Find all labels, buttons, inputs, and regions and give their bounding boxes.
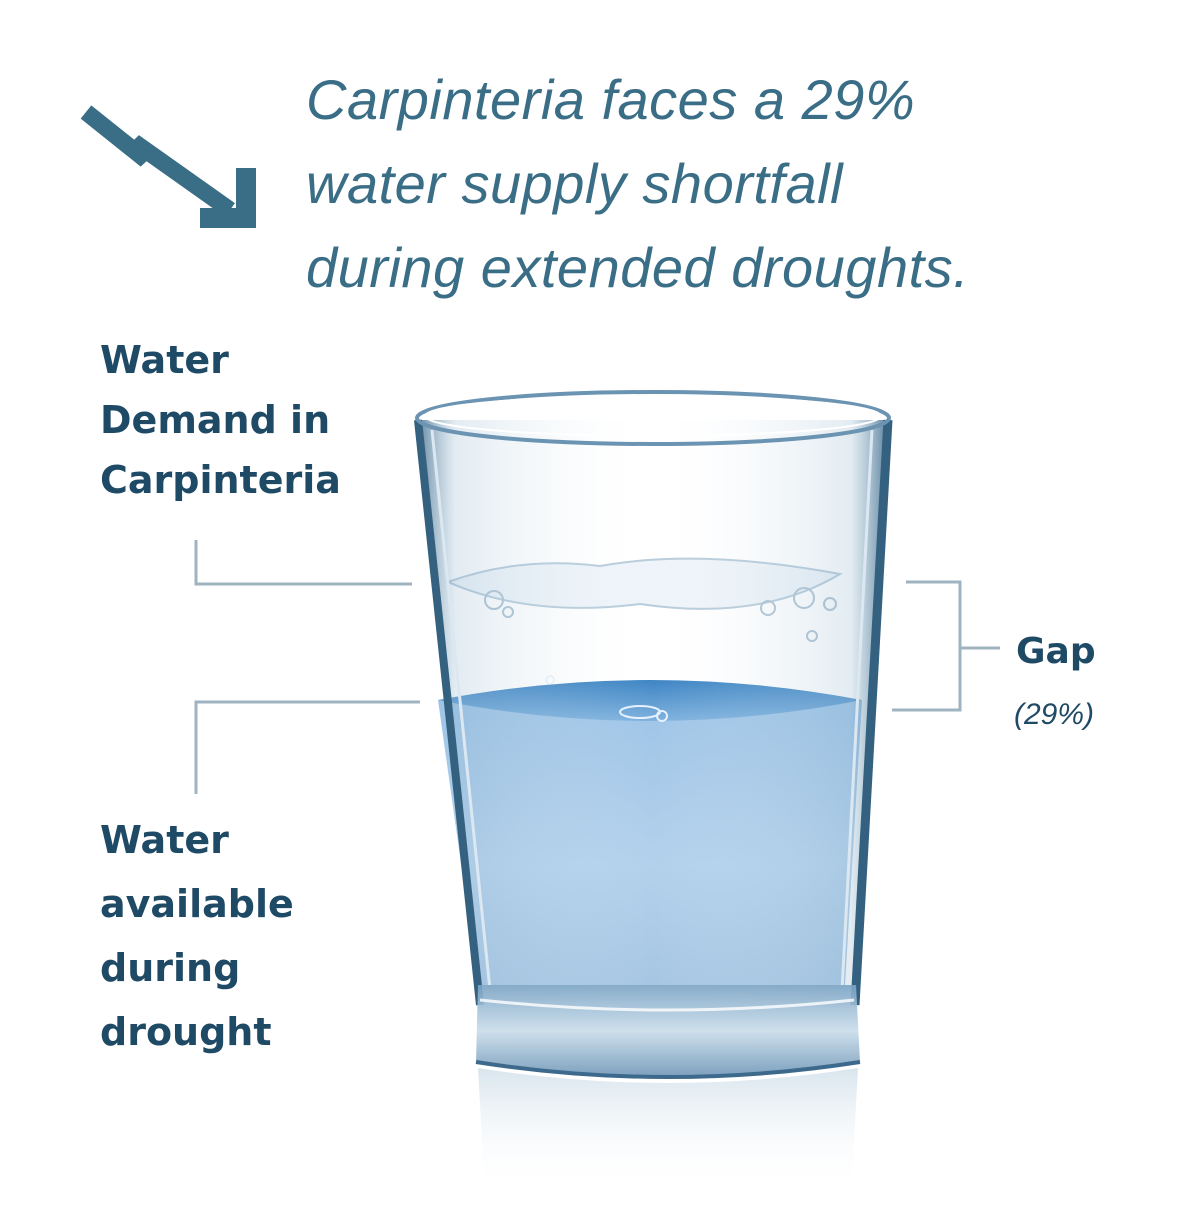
gap-bracket (892, 580, 962, 712)
label-line: Demand in (100, 398, 331, 442)
glass-rim (415, 390, 891, 446)
headline-line: during extended droughts. (306, 236, 970, 299)
label-line: available (100, 882, 294, 926)
trend-down-arrow-icon (80, 105, 256, 228)
gap-percent: (29%) (1014, 698, 1095, 731)
label-line: Water (100, 818, 229, 862)
label-line: drought (100, 1010, 272, 1054)
gap-label: Gap (1016, 631, 1096, 672)
label-line: Carpinteria (100, 458, 341, 502)
glass-base (476, 985, 860, 1077)
water-available-label: Water available during drought (100, 808, 294, 1064)
headline-line: water supply shortfall (306, 152, 844, 215)
glass-reflection (478, 1068, 858, 1190)
available-leader-line (194, 700, 420, 794)
water-demand-label: Water Demand in Carpinteria (100, 330, 341, 510)
glass-body (418, 420, 888, 1005)
label-line: during (100, 946, 241, 990)
headline: Carpinteria faces a 29% water supply sho… (306, 58, 1166, 310)
label-line: Water (100, 338, 229, 382)
headline-line: Carpinteria faces a 29% (306, 68, 916, 131)
demand-leader-line (194, 540, 412, 586)
